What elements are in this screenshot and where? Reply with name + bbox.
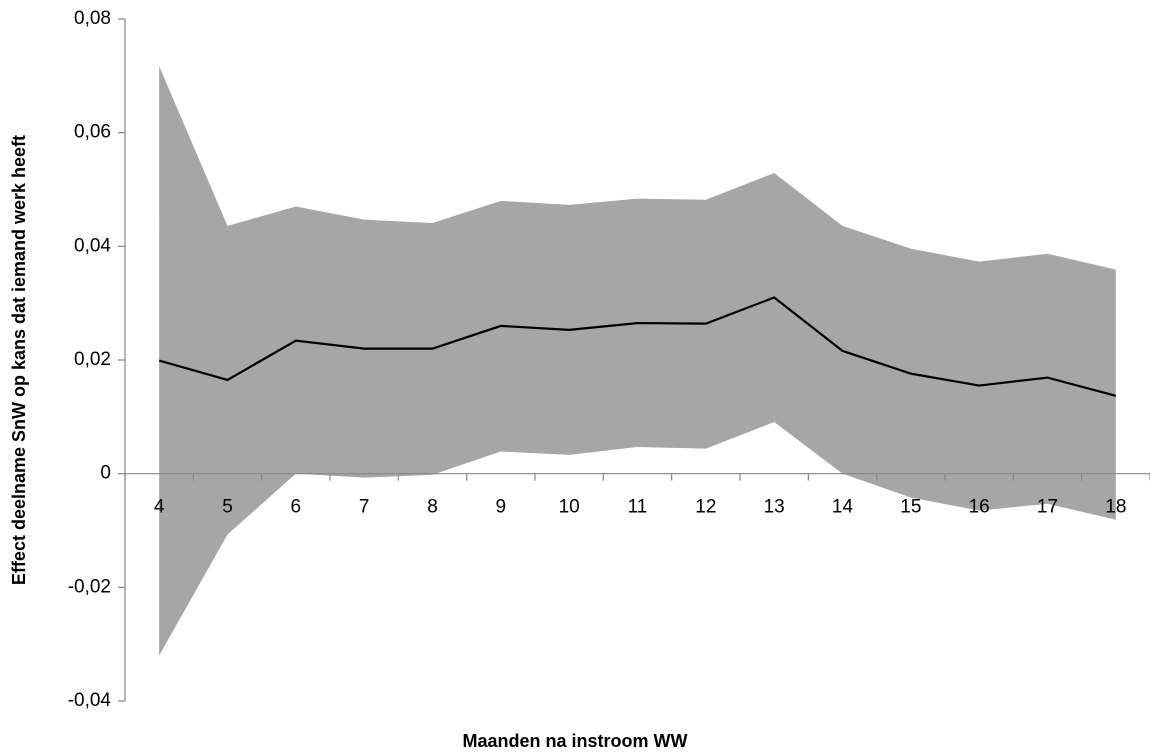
line [158, 296, 1117, 397]
x-tick-label: 12 [695, 497, 716, 518]
confidence-band [159, 66, 1116, 656]
x-tick-label: 11 [628, 497, 648, 518]
x-tick-label: 18 [1105, 497, 1126, 518]
y-tick-label: 0 [100, 463, 111, 484]
x-tick-label: 14 [832, 497, 854, 518]
x-tick-label: 6 [291, 497, 302, 518]
x-tick-label: 17 [1037, 497, 1058, 518]
x-tick-label: 15 [900, 497, 921, 518]
y-tick-label: 0,06 [74, 122, 111, 143]
y-axis-title: Effect deelname SnW op kans dat iemand w… [9, 135, 29, 585]
y-tick-label: -0,02 [68, 576, 111, 597]
x-tick-label: 7 [359, 497, 370, 518]
x-tick-label: 16 [969, 497, 990, 518]
y-tick-label: 0,02 [74, 349, 111, 370]
x-tick-label: 4 [154, 497, 165, 518]
y-tick-label: -0,04 [68, 690, 112, 711]
x-tick-label: 10 [559, 497, 580, 518]
x-tick-label: 9 [496, 497, 507, 518]
y-tick-label: 0,08 [74, 8, 111, 29]
x-axis-title: Maanden na instroom WW [463, 731, 688, 751]
y-tick-label: 0,04 [74, 235, 111, 256]
x-tick-label: 5 [222, 497, 233, 518]
x-tick-label: 8 [427, 497, 438, 518]
x-tick-label: 13 [764, 497, 785, 518]
